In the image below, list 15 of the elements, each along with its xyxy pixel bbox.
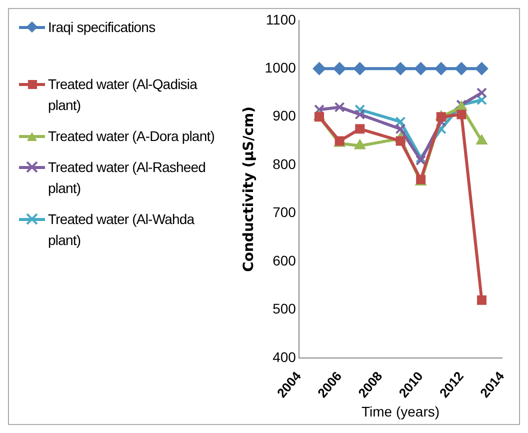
legend-label: Treated water (Al-Wahda plant) — [48, 210, 196, 250]
y-tick-label: 600 — [272, 252, 296, 268]
legend-label: Treated water (Al-Rasheed plant) — [48, 158, 207, 198]
y-tick-label: 700 — [272, 204, 296, 220]
y-tick-label: 400 — [272, 348, 296, 365]
y-tick-label: 500 — [272, 300, 296, 317]
legend-label: Treated water (A-Dora plant) — [48, 127, 216, 146]
legend-label: Iraqi specifications — [48, 18, 156, 37]
y-tick-label: 800 — [272, 156, 296, 172]
y-tick-label: 1000 — [264, 59, 296, 76]
legend-label: Treated water (Al-Qadisia plant) — [48, 75, 198, 115]
x-axis-title: Time (years) — [361, 403, 440, 420]
y-tick-label: 1100 — [266, 11, 296, 28]
y-tick-label: 900 — [272, 108, 296, 124]
y-axis-title: Conductivity (µS/cm) — [241, 106, 258, 272]
